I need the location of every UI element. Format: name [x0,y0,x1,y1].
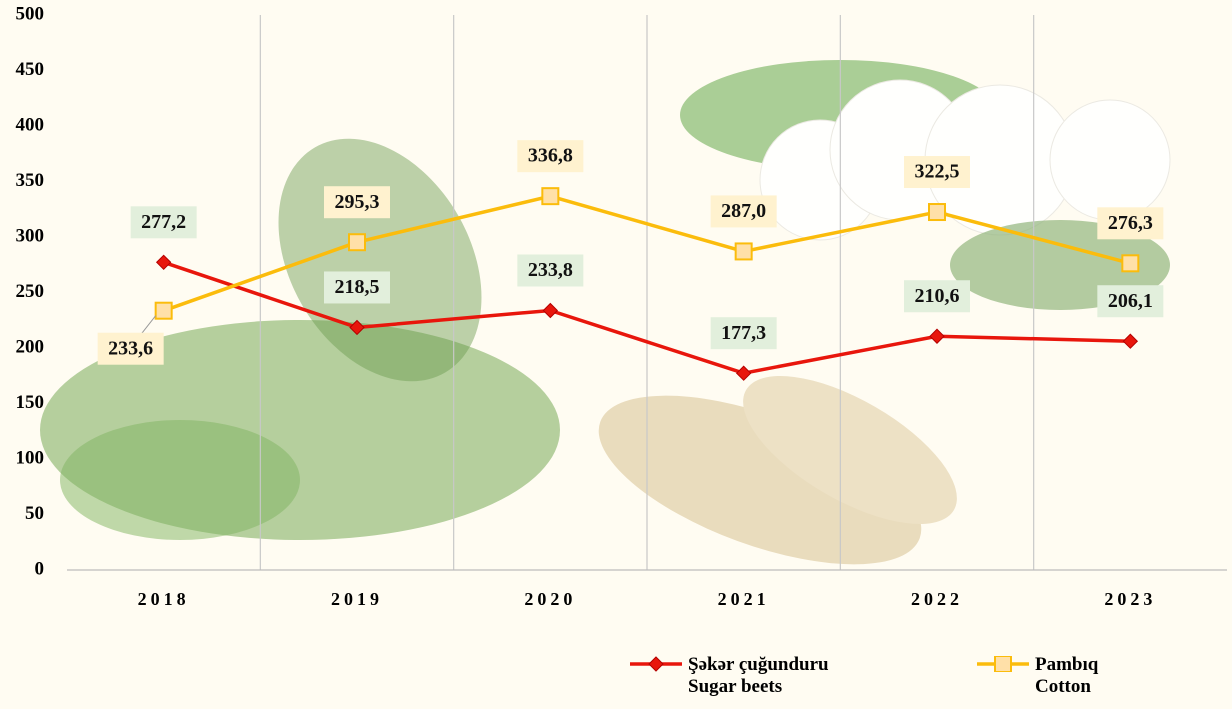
x-tick-label: 2023 [1104,589,1156,609]
y-tick-label: 100 [16,447,45,468]
value-label: 322,5 [915,161,960,183]
marker [929,204,945,220]
page: 0 50 100 150 200 250 300 350 400 450 500 2018 2019 20… [0,0,1232,709]
y-tick-label: 50 [25,503,44,524]
marker [930,329,944,343]
value-label: 336,8 [528,145,573,167]
y-tick-label: 500 [16,3,45,24]
x-tick-label: 2018 [138,589,190,609]
value-label: 206,1 [1108,290,1153,312]
legend-swatch [975,656,1031,672]
leader-line [141,316,156,335]
value-label: 287,0 [721,200,766,222]
value-label: 276,3 [1108,212,1153,234]
marker [1122,255,1138,271]
value-label: 233,6 [108,337,153,359]
marker [1123,334,1137,348]
legend-marker [649,657,663,671]
marker [349,234,365,250]
y-tick-label: 350 [16,170,45,191]
legend-label: Pambıq Cotton [1035,654,1098,698]
x-tick-label: 2022 [911,589,963,609]
x-tick-label: 2021 [718,589,770,609]
y-tick-label: 400 [16,114,45,135]
y-tick-label: 450 [16,59,45,80]
value-label: 295,3 [335,191,380,213]
legend-label: Şəkər çuğunduru Sugar beets [688,654,829,698]
y-tick-label: 0 [35,558,45,579]
y-tick-label: 250 [16,281,45,302]
value-label: 277,2 [141,211,186,233]
marker [737,366,751,380]
value-label: 177,3 [721,322,766,344]
legend-marker [995,656,1011,672]
value-label: 218,5 [335,276,380,298]
marker [157,255,171,269]
y-tick-label: 150 [16,392,45,413]
y-tick-label: 300 [16,225,45,246]
value-label: 210,6 [915,285,960,307]
chart: 0 50 100 150 200 250 300 350 400 450 500 2018 2019 20… [0,0,1232,709]
marker [542,188,558,204]
value-label: 233,8 [528,259,573,281]
marker [736,243,752,259]
legend-swatch [628,656,684,672]
legend-item: Pambıq Cotton [975,654,1098,698]
marker [156,303,172,319]
y-tick-label: 200 [16,336,45,357]
legend-item: Şəkər çuğunduru Sugar beets [628,654,829,698]
marker [543,303,557,317]
x-tick-label: 2020 [524,589,576,609]
x-tick-label: 2019 [331,589,383,609]
